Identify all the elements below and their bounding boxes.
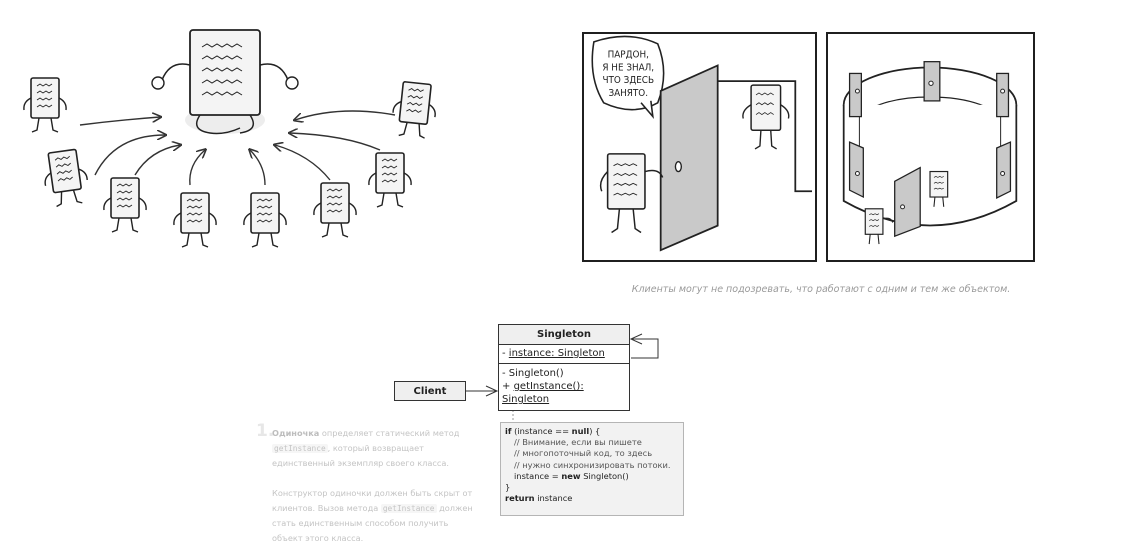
client-class-box: Client	[394, 381, 466, 401]
speech-line-3: ЧТО ЗДЕСЬ	[602, 75, 654, 86]
code-get-instance-2: getInstance	[380, 504, 437, 513]
illustration-caption: Клиенты могут не подозревать, что работа…	[631, 284, 1011, 295]
clients-illustration	[23, 29, 440, 248]
note-comment-2: // многопоточный код, то здесь	[514, 448, 653, 459]
small-figure-outside	[864, 208, 894, 245]
code-get-instance-1: getInstance	[272, 444, 328, 453]
step-paragraph-1: Одиночка определяет статический метод ge…	[272, 428, 460, 468]
door-panel-left: ПАРДОН, Я НЕ ЗНАЛ, ЧТО ЗДЕСЬ ЗАНЯТО.	[582, 32, 817, 262]
occupant-figure	[742, 84, 790, 150]
singleton-class-box: Singleton - instance: Singleton - Single…	[498, 324, 630, 411]
code-note: if (instance == null) { // Внимание, есл…	[500, 422, 684, 516]
speech-line-1: ПАРДОН,	[608, 50, 649, 61]
client-figure	[599, 153, 664, 234]
step-paragraph-2: Конструктор одиночки должен быть скрыт о…	[272, 488, 473, 543]
constructor-method: - Singleton()	[502, 368, 564, 379]
get-instance-row: + getInstance(): Singleton	[502, 380, 626, 406]
step-number: 1.	[256, 421, 275, 441]
method-visibility: +	[502, 381, 514, 392]
speech-line-4: ЗАНЯТО.	[608, 88, 648, 99]
note-comment-1: // Внимание, если вы пишете	[514, 437, 642, 448]
note-line-6: }	[505, 482, 511, 493]
singleton-methods: - Singleton() + getInstance(): Singleton	[499, 364, 629, 410]
get-instance-method: getInstance(): Singleton	[502, 381, 584, 405]
instance-field: instance: Singleton	[508, 348, 605, 359]
singleton-figure	[151, 29, 299, 135]
field-visibility: -	[502, 348, 509, 359]
uml-connectors	[466, 333, 659, 422]
singleton-fields: - instance: Singleton	[499, 345, 629, 364]
ring-of-doors-panel	[826, 32, 1035, 262]
step-explanation: 1. Одиночка определяет статический метод…	[256, 421, 480, 552]
note-line-7: return instance	[505, 493, 573, 504]
small-figure-inside	[929, 170, 949, 207]
speech-line-2: Я НЕ ЗНАЛ,	[602, 62, 654, 73]
note-line-5: instance = new Singleton()	[514, 470, 629, 481]
uml-diagram: Singleton - instance: Singleton - Single…	[380, 318, 700, 518]
singleton-class-name: Singleton	[499, 325, 629, 345]
note-line-1: if (instance == null) {	[505, 426, 601, 436]
note-comment-3: // нужно синхронизировать потоки.	[514, 459, 671, 470]
